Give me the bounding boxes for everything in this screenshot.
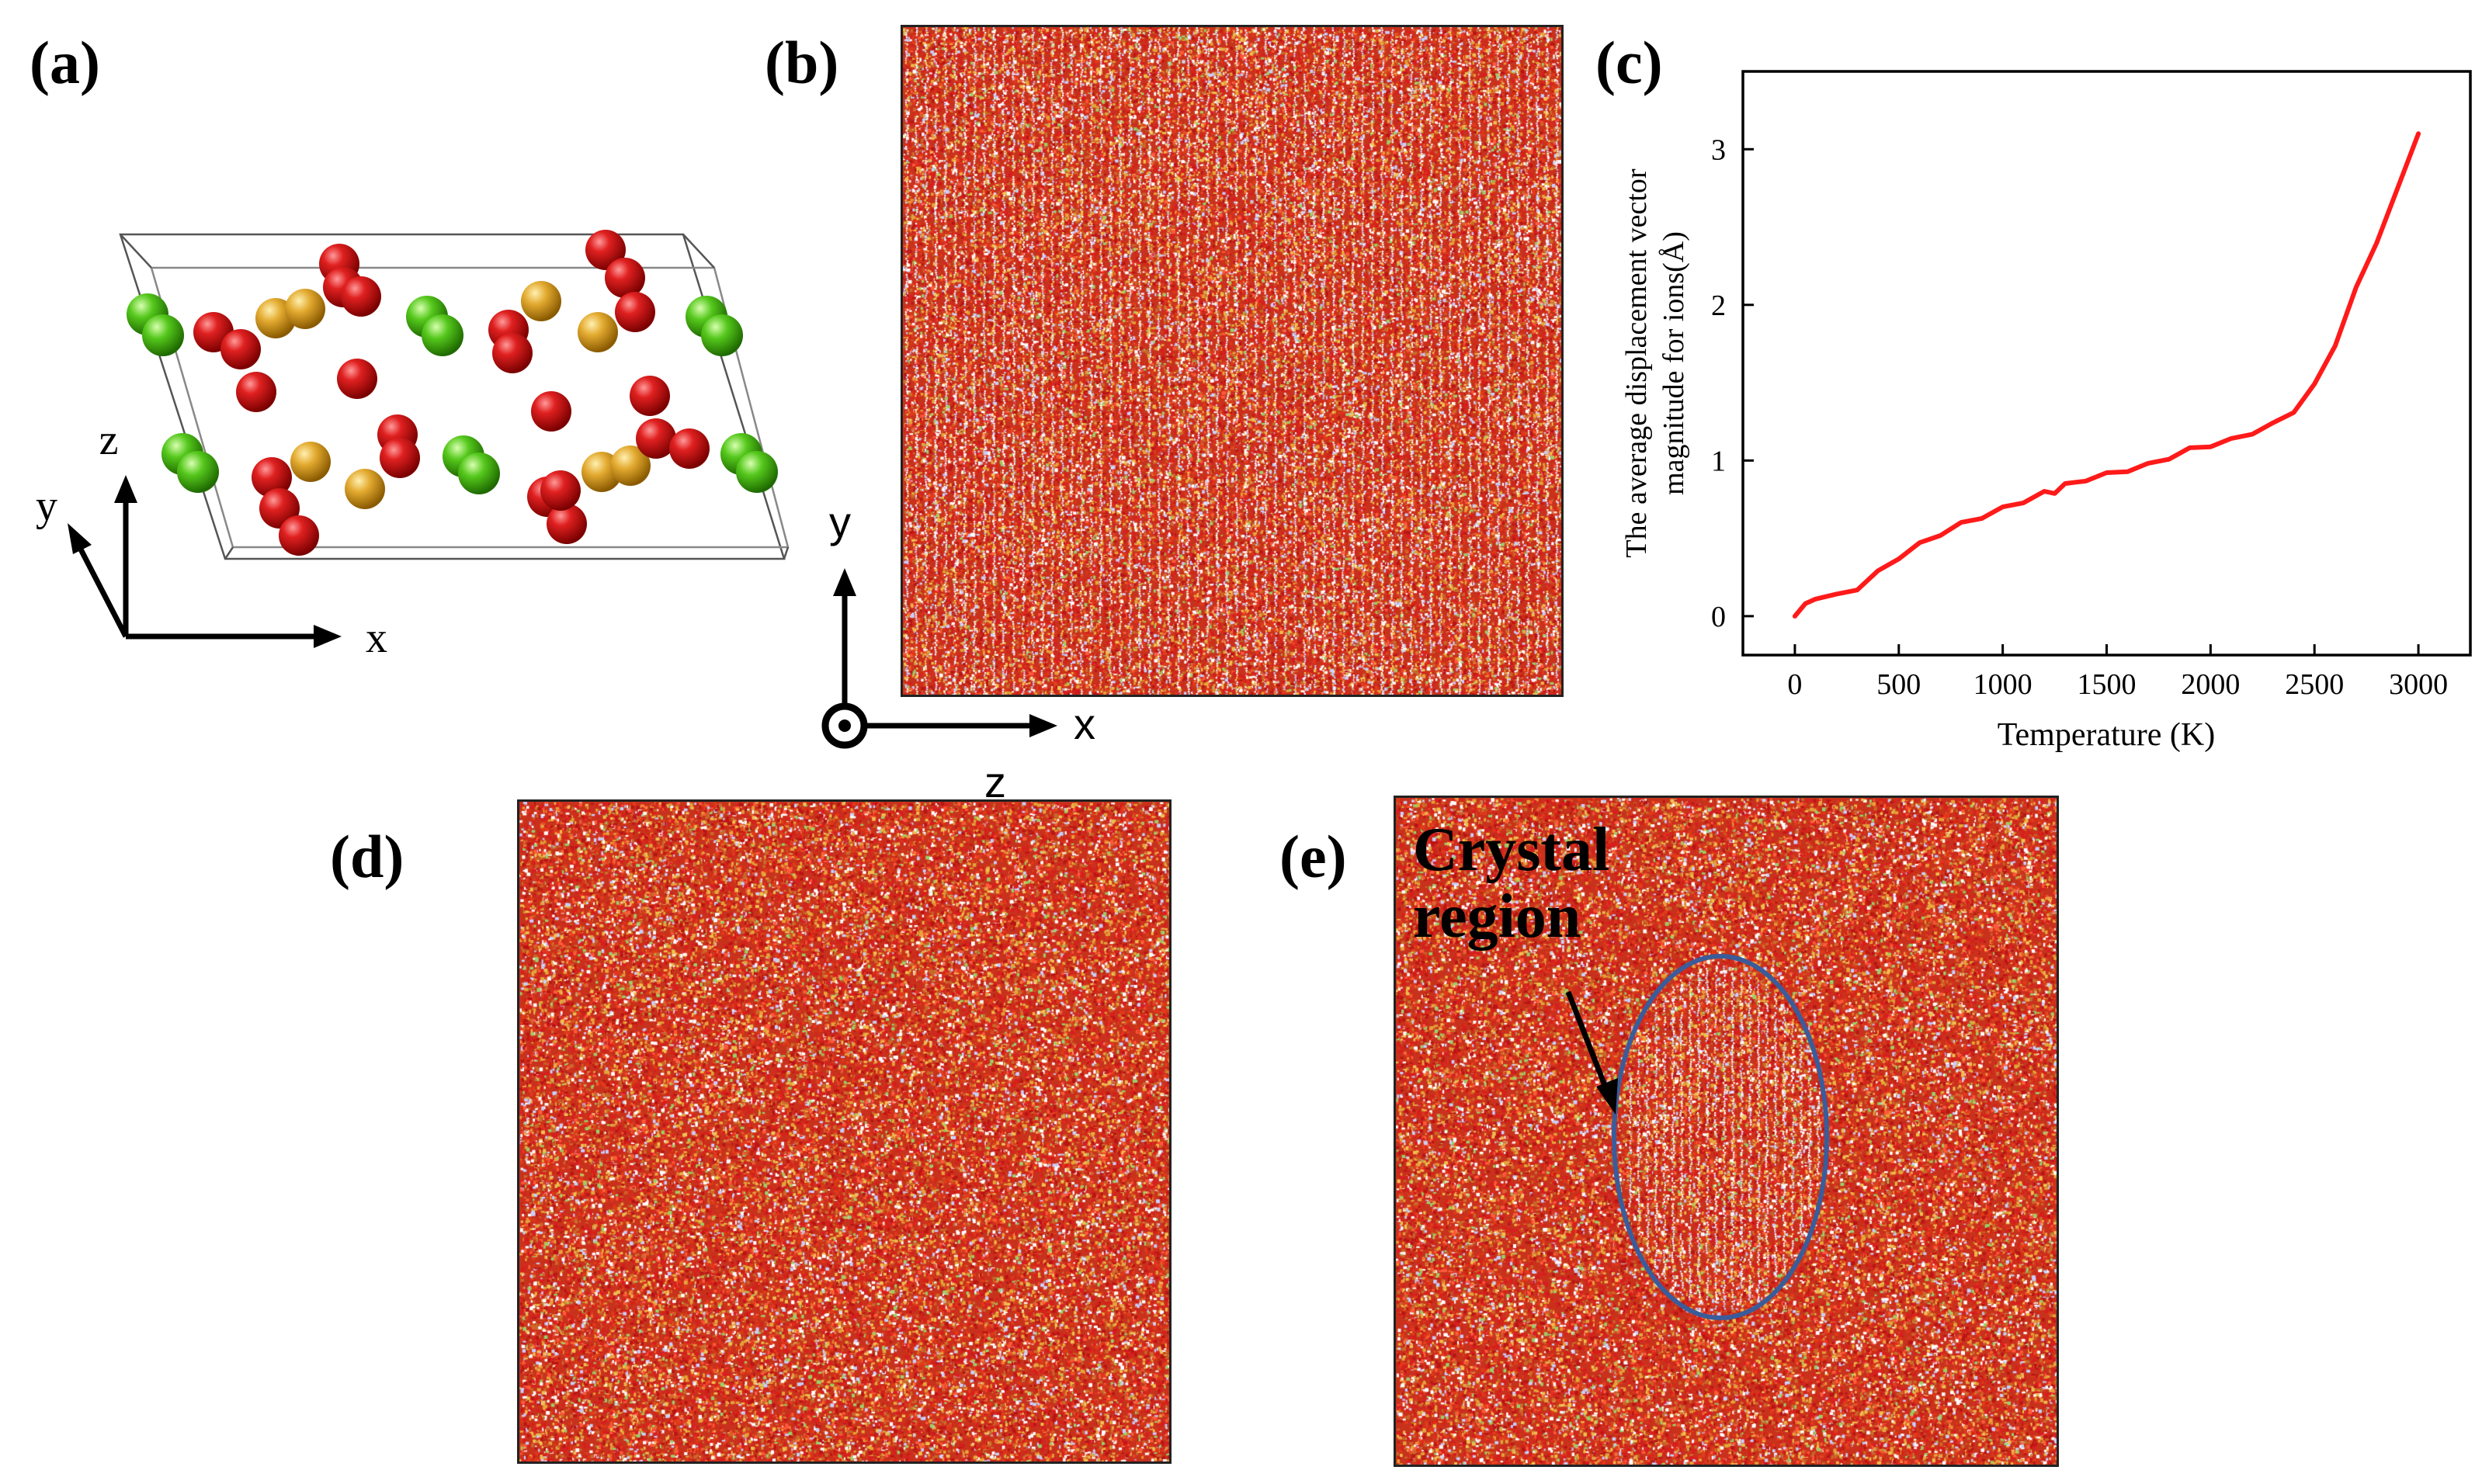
axes-triad-b <box>821 568 1057 749</box>
x-tick-label: 1500 <box>2078 668 2137 701</box>
x-tick-label: 500 <box>1876 668 1921 701</box>
atom-red <box>337 359 377 399</box>
y-axis-label-line2: magnitude for ions(Å) <box>1658 231 1690 495</box>
atom-gold <box>345 469 385 509</box>
x-axis-label: Temperature (K) <box>1998 717 2215 753</box>
atom-red <box>220 329 261 369</box>
atom-red <box>605 258 645 298</box>
y-tick-label: 0 <box>1711 601 1726 633</box>
annotation-crystal-region: Crystal region <box>1413 816 1610 952</box>
panel-label-c: (c) <box>1595 29 1663 96</box>
x-tick-label: 2500 <box>2285 668 2344 701</box>
atom-red <box>547 504 587 544</box>
md-snapshot-crystalline <box>901 25 1564 697</box>
annotation-arrow <box>1565 990 1610 1093</box>
md-snapshot-partial-crystal: Crystal region <box>1394 796 2059 1467</box>
atom-red <box>380 438 420 478</box>
axes-triad-a <box>68 475 342 648</box>
x-tick-labels: 0 500 1000 1500 2000 2500 3000 <box>1787 668 2448 701</box>
atom-gold <box>578 312 618 352</box>
atom-red <box>669 428 710 469</box>
y-tick-labels: 0 1 2 3 <box>1711 133 1726 633</box>
panel-label-b: (b) <box>765 29 839 96</box>
crystal-region-overlay <box>1565 954 1829 1320</box>
axis-label-z-a: z <box>99 416 119 464</box>
atom-gold <box>285 289 325 329</box>
y-axis-label-line1: The average displacement vector <box>1620 168 1653 557</box>
panel-label-a: (a) <box>30 29 100 96</box>
displacement-chart: 0 500 1000 1500 2000 2500 3000 0 1 2 3 Temperatur… <box>1620 70 2472 753</box>
x-tick-label: 1000 <box>1973 668 2032 701</box>
unit-cell-structure: z y x <box>36 230 790 662</box>
atom-red <box>540 470 581 511</box>
atom-green <box>458 452 500 494</box>
x-tick-label: 2000 <box>2181 668 2240 701</box>
crystal-region-ellipse <box>1612 954 1829 1320</box>
axis-label-x-b: x <box>1074 699 1095 748</box>
axis-label-y-a: y <box>36 482 57 530</box>
atom-red <box>636 418 676 459</box>
unit-cell-outline <box>119 233 790 560</box>
atom-green <box>701 314 743 356</box>
md-snapshot-amorphous <box>517 799 1172 1464</box>
atom-red <box>492 333 533 373</box>
plot-frame <box>1741 70 2472 657</box>
atom-green <box>142 314 184 356</box>
atom-gold <box>610 446 651 486</box>
atom-red <box>252 457 292 498</box>
axis-label-y-b: y <box>829 498 851 546</box>
x-tick-label: 3000 <box>2389 668 2448 701</box>
y-tick-label: 3 <box>1711 133 1726 166</box>
annotation-arrowhead <box>1596 1078 1618 1115</box>
panel-label-e: (e) <box>1279 823 1347 890</box>
atom-gold <box>521 281 561 321</box>
atom-red <box>341 276 381 317</box>
atom-gold <box>290 442 331 482</box>
y-tick-label: 1 <box>1711 445 1726 477</box>
axis-label-z-b: z <box>984 758 1006 806</box>
atom-red <box>236 372 276 412</box>
atom-red <box>630 376 670 416</box>
atom-red <box>531 391 571 432</box>
tick-marks <box>1743 147 2420 655</box>
atoms <box>127 230 778 556</box>
panel-label-d: (d) <box>330 823 404 890</box>
atom-red <box>615 292 655 332</box>
atom-green <box>422 314 463 356</box>
atom-red <box>279 515 319 556</box>
y-tick-label: 2 <box>1711 290 1726 322</box>
axis-label-x-a: x <box>366 614 387 662</box>
atom-green <box>736 451 778 493</box>
series-line <box>1792 131 2421 619</box>
x-tick-label: 0 <box>1787 668 1802 701</box>
atom-green <box>177 451 219 493</box>
